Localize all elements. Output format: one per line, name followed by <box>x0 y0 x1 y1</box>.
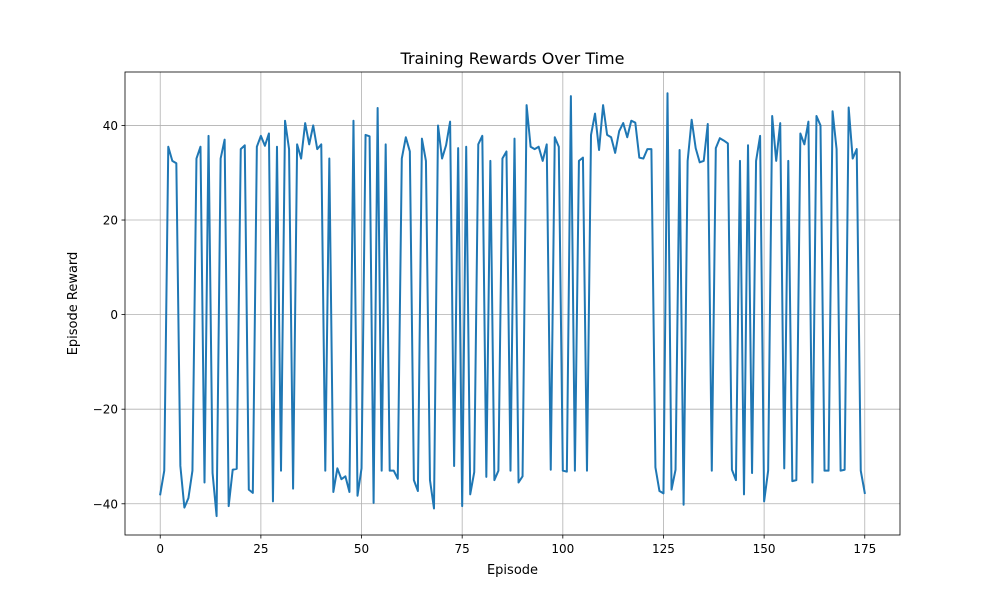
reward-series-line <box>159 92 866 518</box>
y-tick-label: 0 <box>110 308 118 322</box>
x-tick-label: 0 <box>156 542 164 556</box>
x-tick-label: 125 <box>652 542 675 556</box>
x-tick-label: 75 <box>455 542 470 556</box>
y-tick-label: 40 <box>103 119 118 133</box>
plot-frame <box>124 71 901 536</box>
y-tick-label: −20 <box>93 403 118 417</box>
x-tick-label: 25 <box>253 542 268 556</box>
chart-title: Training Rewards Over Time <box>400 49 625 68</box>
x-tick-label: 50 <box>354 542 369 556</box>
x-tick-label: 150 <box>753 542 776 556</box>
axis-ticks: 0 25 50 75 100 125 150 175 −40 −20 0 20 40 <box>93 119 877 556</box>
y-tick-label: 20 <box>103 214 118 228</box>
x-tick-label: 175 <box>853 542 876 556</box>
x-tick-label: 100 <box>551 542 574 556</box>
y-tick-label: −40 <box>93 497 118 511</box>
x-axis-label: Episode <box>487 563 538 578</box>
series-layer <box>159 92 866 518</box>
y-axis-label: Episode Reward <box>66 252 81 356</box>
